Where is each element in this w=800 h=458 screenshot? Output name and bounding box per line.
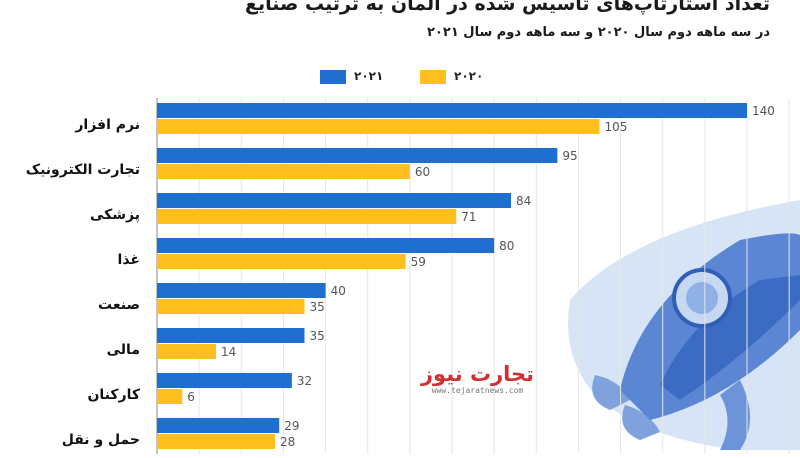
legend-label-2021: ۲۰۲۱ xyxy=(354,69,384,83)
bar-2020-2 xyxy=(157,209,457,224)
value-label-2021-3: 80 xyxy=(499,239,514,253)
publisher-watermark: تجارت نیوز www.tejaratnews.com xyxy=(420,362,535,395)
category-label-finance: مالی xyxy=(106,342,140,358)
category-label-software: نرم افزار xyxy=(75,117,140,133)
value-label-2020-6: 6 xyxy=(187,390,195,404)
bar-2020-7 xyxy=(157,434,275,449)
bar-2020-1 xyxy=(157,164,410,179)
bar-2021-3 xyxy=(157,238,495,253)
value-label-2021-5: 35 xyxy=(310,329,325,343)
chart-subtitle: در سه ماهه دوم سال ۲۰۲۰ و سه ماهه دوم سا… xyxy=(427,25,770,40)
chart-title: تعداد استارتاپ‌های تاسیس شده در آلمان به… xyxy=(245,0,770,15)
value-label-2020-4: 35 xyxy=(310,300,325,314)
value-label-2021-6: 32 xyxy=(297,374,312,388)
legend-swatch-2021 xyxy=(320,70,346,84)
category-label-ecommerce: تجارت الکترونیک xyxy=(25,162,140,178)
bar-2021-5 xyxy=(157,328,305,343)
publisher-logo: تجارت نیوز xyxy=(420,362,535,386)
bar-2021-2 xyxy=(157,193,511,208)
bar-2020-5 xyxy=(157,344,216,359)
bar-2021-1 xyxy=(157,148,558,163)
bar-2021-4 xyxy=(157,283,326,298)
category-label-transport: حمل و نقل xyxy=(61,432,140,448)
value-labels-group: 140 105 95 60 84 71 80 59 40 35 35 14 32 6 29 28 xyxy=(187,104,775,449)
value-label-2020-7: 28 xyxy=(280,435,295,449)
value-label-2021-0: 140 xyxy=(752,104,775,118)
bar-2020-0 xyxy=(157,119,600,134)
bar-2021-0 xyxy=(157,103,747,118)
value-label-2021-1: 95 xyxy=(562,149,577,163)
category-label-medical: پزشکی xyxy=(89,207,140,223)
category-label-employees: کارکنان xyxy=(87,387,140,403)
bar-2021-7 xyxy=(157,418,280,433)
bar-2020-4 xyxy=(157,299,305,314)
value-label-2020-1: 60 xyxy=(415,165,430,179)
value-label-2020-0: 105 xyxy=(605,120,628,134)
rocket-illustration xyxy=(568,200,800,450)
value-label-2021-7: 29 xyxy=(284,419,299,433)
bar-2020-6 xyxy=(157,389,183,404)
value-label-2020-3: 59 xyxy=(411,255,426,269)
publisher-url: www.tejaratnews.com xyxy=(431,386,524,395)
value-label-2020-2: 71 xyxy=(461,210,476,224)
legend-swatch-2020 xyxy=(420,70,446,84)
value-label-2020-5: 14 xyxy=(221,345,236,359)
bars-group xyxy=(157,103,747,449)
value-label-2021-4: 40 xyxy=(331,284,346,298)
bar-2021-6 xyxy=(157,373,292,388)
value-label-2021-2: 84 xyxy=(516,194,531,208)
legend-label-2020: ۲۰۲۰ xyxy=(454,69,484,83)
category-label-food: غذا xyxy=(117,252,140,268)
bar-2020-3 xyxy=(157,254,406,269)
category-label-industry: صنعت xyxy=(98,297,140,313)
